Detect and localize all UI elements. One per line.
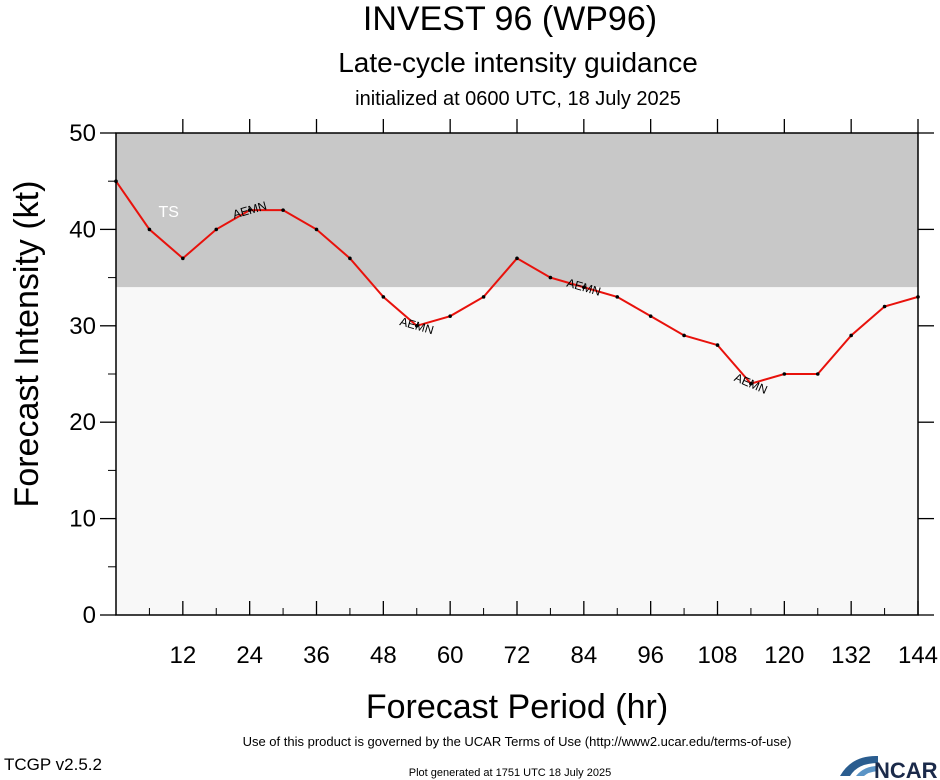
x-tick-label-60: 60 <box>437 642 464 669</box>
chart-title: INVEST 96 (WP96) <box>363 0 657 38</box>
y-tick-label-40: 40 <box>69 216 96 243</box>
data-point-72 <box>515 256 519 261</box>
data-point-30 <box>281 208 285 212</box>
init-time: initialized at 0600 UTC, 18 July 2025 <box>355 88 681 110</box>
ncar-logo-mark <box>840 755 878 776</box>
y-tick-label-20: 20 <box>69 409 96 436</box>
y-tick-label-0: 0 <box>83 602 96 629</box>
x-tick-label-144: 144 <box>898 642 938 669</box>
x-tick-label-48: 48 <box>370 642 397 669</box>
data-point-78 <box>548 275 553 280</box>
data-point-120 <box>782 372 787 376</box>
data-point-6 <box>147 227 152 232</box>
terms-of-use: Use of this product is governed by the U… <box>243 734 792 749</box>
data-point-48 <box>381 295 386 299</box>
data-point-138 <box>882 304 887 309</box>
data-point-84 <box>582 285 586 290</box>
data-point-102 <box>682 333 686 338</box>
x-tick-label-12: 12 <box>169 642 196 669</box>
version-label: TCGP v2.5.2 <box>4 755 102 774</box>
x-axis-title: Forecast Period (hr) <box>366 688 668 726</box>
data-point-66 <box>481 295 486 299</box>
generated-time: Plot generated at 1751 UTC 18 July 2025 <box>409 767 611 779</box>
x-tick-label-96: 96 <box>637 642 664 669</box>
zone-band-1 <box>116 287 918 615</box>
y-axis-title: Forecast Intensity (kt) <box>8 181 46 508</box>
data-point-54 <box>414 324 419 328</box>
y-tick-label-10: 10 <box>69 506 96 533</box>
data-point-42 <box>348 256 352 261</box>
zone-label-ts: TS <box>158 204 178 221</box>
data-point-96 <box>648 314 653 318</box>
data-point-126 <box>815 372 820 376</box>
x-tick-label-84: 84 <box>570 642 597 669</box>
chart-subtitle: Late-cycle intensity guidance <box>338 47 698 78</box>
y-tick-label-50: 50 <box>69 120 96 147</box>
x-tick-label-108: 108 <box>697 642 737 669</box>
ncar-logo-text: NCAR <box>874 758 938 780</box>
x-tick-label-132: 132 <box>831 642 871 669</box>
data-point-90 <box>615 295 620 299</box>
ncar-logo: NCAR <box>840 755 938 780</box>
data-point-108 <box>715 343 720 347</box>
data-point-12 <box>181 256 185 261</box>
x-tick-label-36: 36 <box>303 642 330 669</box>
y-tick-label-30: 30 <box>69 313 96 340</box>
axis-ticks: 12 24 36 48 60 72 84 96 108 120 132 144 0 10 20 30 40 50 <box>69 119 938 669</box>
data-point-114 <box>749 381 753 386</box>
data-point-36 <box>314 227 319 232</box>
data-point-18 <box>214 227 219 232</box>
data-point-132 <box>849 333 853 338</box>
x-tick-label-72: 72 <box>504 642 531 669</box>
x-tick-label-24: 24 <box>236 642 263 669</box>
plot-frame <box>115 132 919 616</box>
data-point-60 <box>448 314 452 318</box>
intensity-zones: TS <box>116 133 918 615</box>
x-tick-label-120: 120 <box>764 642 804 669</box>
ncar-logo-mark-2 <box>856 766 878 776</box>
data-point-24 <box>247 208 252 212</box>
